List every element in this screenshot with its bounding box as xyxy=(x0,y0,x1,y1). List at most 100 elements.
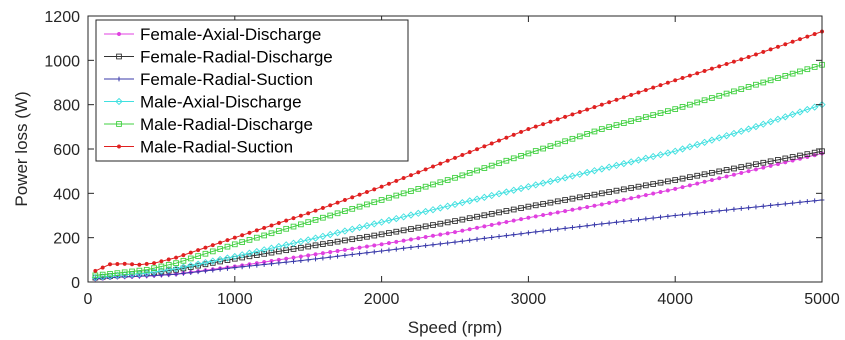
legend-male-radial-suction-swatch-marker xyxy=(116,144,122,149)
series-male-radial-suction-marker xyxy=(218,240,223,245)
series-female-axial-discharge-marker xyxy=(570,207,575,212)
series-female-radial-suction-marker xyxy=(731,206,737,212)
series-female-radial-suction-marker xyxy=(401,245,407,251)
series-male-axial-discharge-marker xyxy=(304,236,312,244)
series-male-radial-discharge-marker xyxy=(474,167,480,174)
series-male-radial-suction-marker xyxy=(430,164,436,169)
series-male-axial-discharge-marker xyxy=(532,181,540,189)
series-male-axial-discharge-marker xyxy=(634,156,643,164)
series-male-axial-discharge-marker xyxy=(671,147,679,155)
series-female-radial-suction-marker xyxy=(283,259,289,265)
series-female-axial-discharge-marker xyxy=(298,254,303,259)
series-male-axial-discharge-marker xyxy=(796,108,804,116)
series-female-radial-discharge-marker xyxy=(466,215,473,222)
series-female-radial-suction-marker xyxy=(746,205,751,211)
series-female-radial-discharge-marker xyxy=(378,231,385,238)
series-female-radial-suction-marker xyxy=(804,199,810,204)
series-male-radial-discharge-marker xyxy=(386,194,392,201)
series-male-radial-discharge-marker xyxy=(672,106,679,112)
series-female-radial-discharge-marker xyxy=(540,201,546,207)
series-male-radial-discharge-marker xyxy=(811,64,818,70)
y-axis-label: Power loss (W) xyxy=(12,91,31,206)
series-female-axial-discharge-marker xyxy=(320,251,325,256)
series-male-radial-discharge-marker xyxy=(496,160,502,167)
series-male-radial-discharge-marker xyxy=(606,124,612,130)
series-male-radial-discharge-marker xyxy=(202,250,209,257)
series-female-radial-discharge-marker xyxy=(444,219,451,226)
series-male-radial-discharge-marker xyxy=(415,186,422,192)
y-tick-label: 1000 xyxy=(44,53,80,70)
series-female-radial-discharge-marker xyxy=(628,185,635,191)
y-tick-label: 600 xyxy=(53,142,80,159)
series-female-radial-suction-marker xyxy=(496,234,502,239)
series-male-radial-discharge-marker xyxy=(231,241,238,248)
series-female-radial-suction-marker xyxy=(570,225,575,230)
axes-layer: 0 1000 2000 3000 4000 5000 0 200 400 600 800 1000 12… xyxy=(44,9,839,308)
series-male-radial-suction-marker xyxy=(673,78,678,83)
series-male-axial-discharge-marker xyxy=(598,165,606,173)
series-male-radial-discharge-marker xyxy=(290,223,297,230)
series-male-axial-discharge-marker xyxy=(568,172,577,180)
series-female-radial-discharge-marker xyxy=(202,261,209,268)
series-male-radial-discharge-marker xyxy=(576,133,583,140)
legend-male-radial-discharge: Male-Radial-Discharge xyxy=(104,115,313,134)
series-female-radial-suction-marker xyxy=(606,220,612,226)
series-female-radial-suction-marker xyxy=(342,253,348,258)
series-male-radial-suction-marker xyxy=(577,109,582,115)
series-male-axial-discharge-marker xyxy=(715,134,723,142)
series-male-radial-suction-marker xyxy=(614,97,619,102)
series-female-radial-suction-marker xyxy=(232,265,238,270)
series-male-radial-suction-marker xyxy=(709,66,714,71)
series-female-radial-discharge-marker xyxy=(738,164,745,170)
series-male-radial-suction-marker xyxy=(408,173,414,178)
series-male-radial-discharge-marker xyxy=(246,237,253,243)
series-male-radial-discharge-marker xyxy=(665,108,671,114)
series-male-radial-suction-marker xyxy=(658,83,663,88)
series-female-radial-suction xyxy=(92,197,825,282)
series-female-radial-discharge-marker xyxy=(665,178,671,185)
series-male-radial-suction-marker xyxy=(504,135,509,140)
series-female-radial-suction-marker xyxy=(386,247,392,253)
series-female-radial-discharge-marker xyxy=(452,218,458,224)
series-male-axial-discharge-marker xyxy=(554,175,562,184)
series-male-axial-discharge-marker xyxy=(524,183,533,191)
series-female-radial-discharge-marker xyxy=(195,262,201,269)
series-female-radial-suction-marker xyxy=(203,268,208,274)
series-female-radial-suction-marker xyxy=(775,202,781,208)
series-male-radial-suction-marker xyxy=(401,175,406,181)
series-male-radial-suction-marker xyxy=(746,54,751,60)
series-female-axial-discharge-marker xyxy=(673,186,678,191)
series-male-axial-discharge-marker xyxy=(238,251,246,259)
series-female-radial-discharge-marker xyxy=(261,250,268,257)
series-female-radial-suction-marker xyxy=(305,257,311,263)
series-female-radial-discharge-marker xyxy=(349,236,356,243)
series-male-radial-discharge-marker xyxy=(393,192,400,199)
series-female-axial-discharge-marker xyxy=(533,214,538,219)
series-female-radial-suction-marker xyxy=(577,224,583,229)
series-male-radial-discharge-marker xyxy=(437,179,444,186)
series-female-radial-discharge-marker xyxy=(459,216,466,223)
series-male-radial-suction-marker xyxy=(364,189,369,195)
series-female-axial-discharge-marker xyxy=(342,247,347,252)
series-male-axial-discharge-marker xyxy=(253,247,261,256)
series-male-radial-suction-marker xyxy=(805,34,810,39)
series-male-radial-suction-marker xyxy=(731,59,736,64)
series-male-radial-suction-marker xyxy=(269,223,274,228)
series-male-radial-discharge-marker xyxy=(143,266,150,273)
series-male-radial-discharge-marker xyxy=(591,128,598,135)
series-male-radial-discharge-marker xyxy=(129,268,135,275)
x-tick-label: 3000 xyxy=(511,291,547,308)
series-male-radial-suction-marker xyxy=(291,216,296,221)
series-male-radial-discharge-marker xyxy=(525,150,532,157)
y-tick-label: 800 xyxy=(53,98,80,115)
series-male-radial-discharge-marker xyxy=(283,225,290,232)
series-male-radial-suction-marker xyxy=(394,178,399,183)
series-male-radial-suction-marker xyxy=(137,262,142,267)
series-male-radial-discharge-marker xyxy=(158,263,165,270)
legend-female-axial-discharge-label: Female-Axial-Discharge xyxy=(140,25,321,44)
series-male-radial-discharge-marker xyxy=(342,208,348,214)
series-female-axial-discharge-marker xyxy=(548,211,553,216)
series-female-axial-discharge-marker xyxy=(416,236,421,241)
series-male-axial-discharge-marker xyxy=(612,161,621,170)
series-female-radial-discharge-marker xyxy=(584,193,590,199)
